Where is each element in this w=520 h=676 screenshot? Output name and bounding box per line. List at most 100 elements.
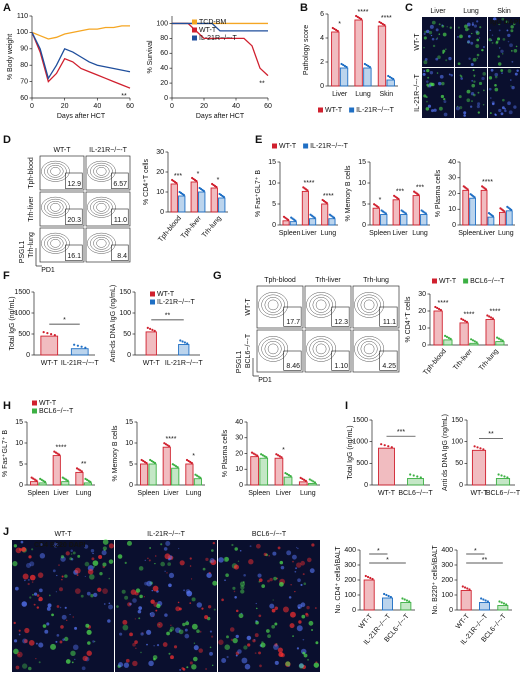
- micrograph-signal: [86, 591, 91, 596]
- micrograph-signal: [255, 602, 257, 605]
- dot: [173, 464, 176, 467]
- micrograph-signal: [46, 606, 51, 611]
- micrograph-signal: [232, 637, 238, 644]
- flow-contour: [47, 200, 64, 214]
- micrograph-signal: [437, 55, 441, 59]
- y-tick-label: 100: [441, 592, 453, 599]
- micrograph-signal: [295, 567, 298, 570]
- micrograph-signal: [432, 44, 436, 48]
- micrograph-signal: [495, 40, 499, 44]
- micrograph-signal: [132, 598, 137, 603]
- dot: [286, 218, 290, 221]
- x-tick-label: BCL6−/−-T: [486, 490, 520, 497]
- y-tick-label: 0: [26, 352, 30, 359]
- micrograph-signal: [142, 632, 144, 634]
- dot: [466, 188, 469, 191]
- micrograph-signal: [182, 668, 186, 671]
- dot: [77, 468, 80, 471]
- micrograph-signal: [478, 81, 483, 86]
- y-tick-label: 400: [344, 547, 356, 554]
- flow-contour: [306, 336, 337, 362]
- y-tick-label: 110: [17, 13, 28, 20]
- legend-label: IL-21R−/−-T: [310, 143, 348, 150]
- micrograph-signal: [288, 596, 292, 599]
- flow-gate: [331, 350, 350, 371]
- y-axis-label: No. B220⁺ cells/iBALT: [432, 545, 439, 615]
- dot: [416, 475, 419, 478]
- micrograph-signal: [273, 576, 277, 581]
- micrograph-signal: [460, 77, 464, 80]
- bar: [471, 449, 487, 486]
- bar: [193, 478, 202, 486]
- micrograph-signal: [206, 572, 212, 578]
- micrograph-signal: [226, 655, 229, 659]
- micrograph-signal: [90, 594, 94, 598]
- micrograph-signal: [186, 620, 188, 622]
- dot: [381, 22, 384, 26]
- x-tick-label: Tph-blood: [422, 348, 448, 377]
- micrograph-signal: [209, 651, 213, 656]
- micrograph-signal: [160, 543, 163, 546]
- micrograph-signal: [173, 645, 178, 649]
- micrograph-signal: [64, 574, 68, 578]
- y-tick-label: 100: [344, 592, 356, 599]
- micrograph-signal: [12, 561, 18, 567]
- micrograph-signal: [22, 573, 29, 580]
- dot: [151, 328, 154, 331]
- micrograph-signal: [155, 609, 158, 612]
- micrograph-signal: [475, 30, 479, 34]
- image-row-label: IL-21R−/−-T: [414, 73, 421, 111]
- bar: [377, 25, 387, 87]
- annotation: *: [474, 548, 477, 555]
- dot: [471, 339, 475, 342]
- bar: [171, 467, 180, 486]
- flow-column-header: Trh-lung: [363, 277, 389, 284]
- flow-contour: [90, 234, 113, 252]
- legend-label: BCL6−/−-T: [470, 278, 505, 285]
- micrograph-signal: [510, 85, 512, 87]
- micrograph-signal: [507, 33, 511, 38]
- dot: [497, 337, 501, 340]
- micrograph-signal: [135, 647, 137, 650]
- micrograph-signal: [300, 648, 307, 655]
- y-axis-label: % Memory B cells: [345, 165, 352, 222]
- micrograph-signal: [193, 642, 196, 644]
- micrograph-signal: [443, 112, 448, 117]
- micrograph-signal: [165, 540, 171, 546]
- dot: [150, 459, 153, 463]
- micrograph-signal: [457, 36, 459, 38]
- legend-label: WT-T: [199, 27, 217, 34]
- dot: [503, 210, 506, 213]
- legend-swatch: [303, 143, 309, 149]
- micrograph-signal: [61, 578, 63, 581]
- y-tick-label: 100: [451, 439, 463, 446]
- y-tick-label: 100: [119, 310, 131, 317]
- y-tick-label: 50: [123, 331, 131, 338]
- micrograph-signal: [91, 557, 95, 561]
- flow-contour: [357, 338, 381, 360]
- bar: [460, 590, 472, 611]
- dot: [482, 448, 485, 451]
- y-tick-label: 1000: [352, 439, 368, 446]
- dot: [412, 474, 415, 477]
- micrograph-signal: [93, 566, 95, 568]
- micrograph-signal: [152, 585, 159, 592]
- micrograph-signal: [29, 574, 36, 581]
- micrograph-signal: [240, 589, 245, 594]
- flow-contour: [354, 292, 385, 318]
- dot: [39, 477, 42, 480]
- dot: [260, 453, 263, 456]
- micrograph-signal: [470, 41, 474, 45]
- micrograph-signal: [224, 557, 230, 562]
- micrograph-signal: [292, 635, 294, 638]
- micrograph-signal: [244, 663, 251, 670]
- micrograph-signal: [231, 543, 234, 547]
- micrograph-signal: [510, 49, 513, 52]
- micrograph-signal: [303, 653, 308, 658]
- y-axis-label: % CD4⁺T cells: [405, 296, 412, 342]
- micrograph-signal: [254, 633, 259, 638]
- micrograph-signal: [450, 74, 454, 77]
- flow-gate: [65, 244, 83, 261]
- micrograph-signal: [274, 660, 279, 665]
- y-axis-label: No. CD4⁺ cells/iBALT: [335, 546, 342, 614]
